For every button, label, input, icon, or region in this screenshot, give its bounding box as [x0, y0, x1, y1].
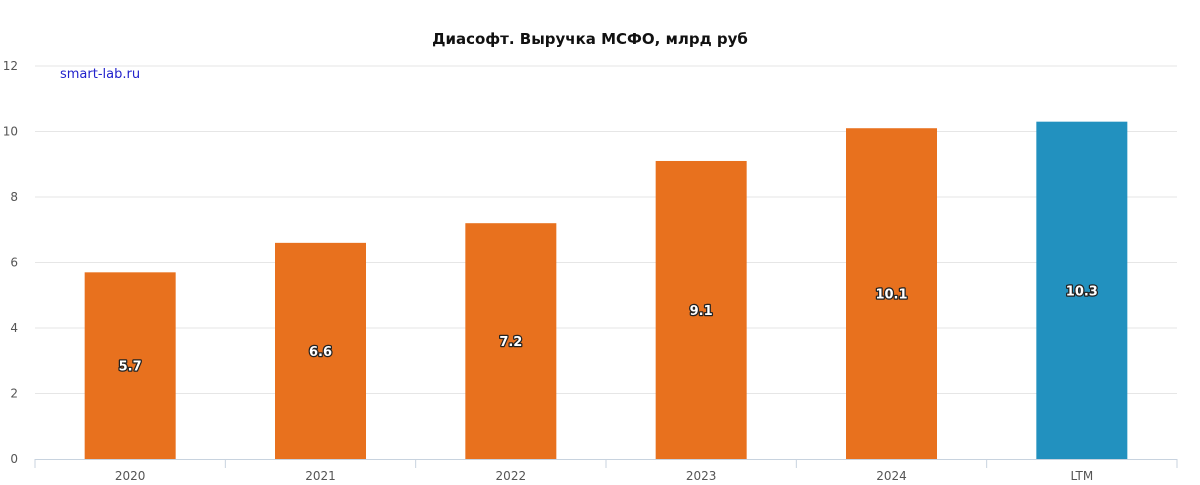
y-axis: 0 2 4 6 8 10 12: [3, 59, 18, 466]
x-tick-label: LTM: [1070, 469, 1093, 483]
y-tick-label: 6: [10, 256, 18, 270]
data-labels: 5.7 6.6 7.2 9.1 10.1 10.3: [117, 283, 1099, 376]
data-label: 6.6: [309, 345, 332, 360]
x-tick-label: 2021: [305, 469, 336, 483]
gridlines: [35, 65, 1177, 394]
x-tick-label: 2022: [496, 469, 527, 483]
y-tick-label: 2: [10, 387, 18, 401]
watermark-text: smart-lab.ru: [60, 67, 140, 82]
data-label: 10.3: [1066, 284, 1098, 299]
bar-2021: [275, 242, 366, 459]
bar-2023: [655, 160, 747, 459]
bar-2022: [465, 223, 557, 459]
x-axis: 2020 2021 2022 2023 2024 LTM: [34, 459, 1178, 483]
y-tick-label: 0: [10, 452, 18, 466]
data-label: 9.1: [690, 304, 713, 319]
bar-ltm: [1036, 121, 1128, 460]
y-tick-label: 12: [3, 59, 18, 73]
y-tick-label: 4: [10, 321, 18, 335]
bar-2020: [84, 272, 176, 459]
x-tick-label: 2023: [686, 469, 717, 483]
bars: [84, 121, 1128, 460]
data-label: 10.1: [875, 288, 907, 303]
data-label: 5.7: [119, 360, 142, 375]
x-tick-label: 2024: [876, 469, 907, 483]
x-tick-label: 2020: [115, 469, 146, 483]
y-tick-label: 10: [3, 125, 18, 139]
bar-2024: [846, 128, 937, 459]
chart-title: Диасофт. Выручка МСФО, млрд руб: [432, 30, 748, 48]
y-tick-label: 8: [10, 190, 18, 204]
data-label: 7.2: [499, 335, 522, 350]
